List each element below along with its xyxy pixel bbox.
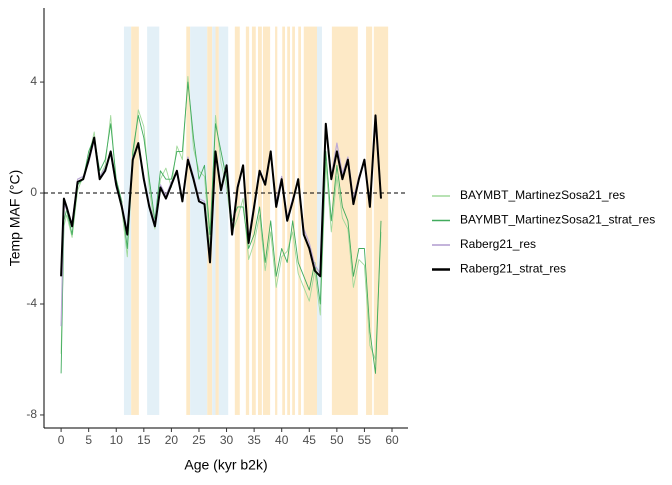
x-tick-label: 35 [247, 433, 261, 447]
x-tick-label: 10 [110, 433, 124, 447]
shaded-band [331, 26, 358, 415]
y-tick-label: 0 [30, 185, 37, 199]
legend-label: Raberg21_res [460, 237, 536, 251]
shaded-band [303, 26, 317, 415]
x-tick-label: 30 [220, 433, 234, 447]
y-tick-label: 4 [30, 74, 37, 88]
x-tick-label: 5 [85, 433, 92, 447]
shaded-band [186, 26, 191, 415]
x-tick-label: 55 [358, 433, 372, 447]
y-tick-label: -4 [26, 296, 37, 310]
x-tick-label: 60 [385, 433, 399, 447]
shaded-band [282, 26, 286, 415]
shaded-band [298, 26, 302, 415]
y-axis-label: Temp MAF (°C) [7, 170, 23, 267]
x-tick-label: 50 [330, 433, 344, 447]
x-tick-label: 15 [137, 433, 151, 447]
shaded-band [207, 26, 213, 415]
legend-label: Raberg21_strat_res [460, 262, 566, 276]
shaded-band [215, 26, 219, 415]
shaded-band [262, 26, 271, 415]
series-line [60, 81, 382, 374]
x-tick-label: 45 [303, 433, 317, 447]
shaded-band [317, 26, 322, 415]
x-tick-label: 0 [58, 433, 65, 447]
x-tick-label: 25 [192, 433, 206, 447]
x-axis-label: Age (kyr b2k) [184, 457, 267, 473]
x-tick-label: 20 [165, 433, 179, 447]
shaded-band [366, 26, 373, 415]
shaded-band [212, 26, 216, 415]
y-tick-label: -8 [26, 407, 37, 421]
shaded-band [190, 26, 208, 415]
legend-label: BAYMBT_MartinezSosa21_strat_res [460, 213, 655, 227]
series-line [60, 114, 382, 278]
shaded-band [275, 26, 278, 415]
x-tick-label: 40 [275, 433, 289, 447]
shaded-band [131, 26, 139, 415]
shaded-band [292, 26, 295, 415]
shaded-band [234, 26, 240, 415]
shaded-band [287, 26, 290, 415]
shaded-band [251, 26, 256, 415]
legend-label: BAYMBT_MartinezSosa21_res [460, 188, 625, 202]
shaded-band [218, 26, 229, 415]
